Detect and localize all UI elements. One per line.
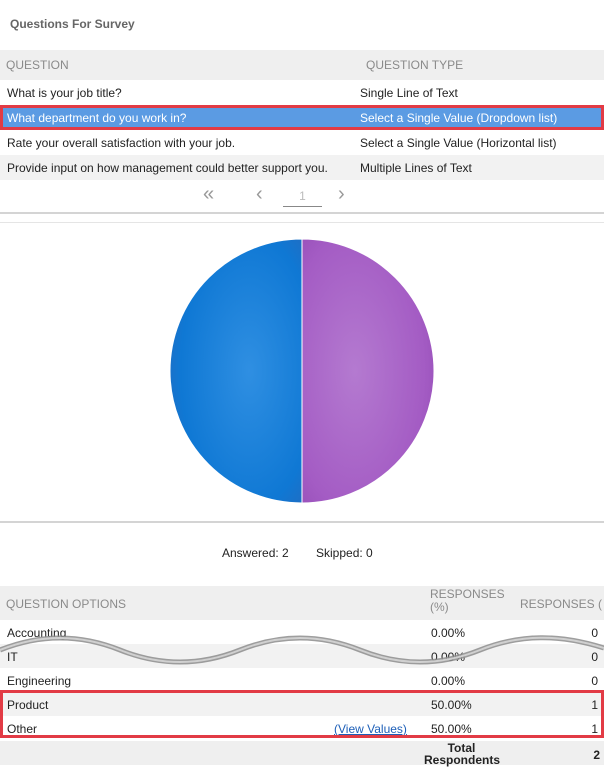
panel-header: Questions For Survey: [0, 0, 604, 50]
total-label: Total Respondents: [424, 741, 501, 767]
table-row[interactable]: What is your job title? Single Line of T…: [0, 80, 604, 105]
column-header-responses-percent-label: RESPONSES (%): [430, 587, 505, 614]
table-row-selected[interactable]: What department do you work in? Select a…: [0, 105, 604, 130]
total-row: Total Respondents 2: [0, 741, 604, 767]
column-header-question-type[interactable]: QUESTION TYPE: [366, 58, 464, 72]
page-number-input[interactable]: 1: [283, 189, 322, 207]
pie-slice-other[interactable]: [301, 238, 435, 504]
option-label: IT: [7, 650, 18, 664]
column-header-options[interactable]: QUESTION OPTIONS: [6, 597, 127, 611]
options-table: QUESTION OPTIONS RESPONSES (%) RESPONSES…: [0, 586, 604, 740]
question-text: What is your job title?: [7, 86, 122, 100]
torn-edge-decoration: [0, 635, 604, 665]
option-percent: 0.00%: [431, 626, 466, 640]
question-type: Single Line of Text: [360, 86, 458, 100]
option-label: Product: [7, 698, 49, 712]
column-header-question[interactable]: QUESTION: [6, 58, 69, 72]
pie-slice-product[interactable]: [169, 238, 303, 504]
pagination: « ‹ 1 ›: [0, 182, 604, 214]
pie-chart: [169, 238, 435, 504]
options-table-header: QUESTION OPTIONS RESPONSES (%) RESPONSES…: [0, 586, 604, 620]
answered-count: Answered: 2: [222, 546, 289, 560]
option-percent: 50.00%: [431, 722, 472, 736]
question-text: Rate your overall satisfaction with your…: [7, 136, 236, 150]
option-percent: 50.00%: [431, 698, 472, 712]
table-row: Engineering 0.00% 0: [0, 668, 604, 692]
table-row[interactable]: Rate your overall satisfaction with your…: [0, 130, 604, 155]
questions-table: QUESTION QUESTION TYPE What is your job …: [0, 50, 604, 180]
chart-panel: [0, 222, 604, 523]
table-row[interactable]: Provide input on how management could be…: [0, 155, 604, 180]
panel-title: Questions For Survey: [10, 17, 135, 31]
question-text: Provide input on how management could be…: [7, 161, 328, 175]
first-page-icon[interactable]: «: [203, 183, 215, 205]
questions-table-header: QUESTION QUESTION TYPE: [0, 50, 604, 80]
skipped-count: Skipped: 0: [316, 546, 373, 560]
column-header-responses-count[interactable]: RESPONSES (: [520, 597, 603, 611]
option-label: Engineering: [7, 674, 72, 688]
next-page-icon[interactable]: ›: [338, 183, 345, 205]
option-count: 0: [591, 650, 598, 664]
option-count: 0: [591, 626, 598, 640]
previous-page-icon[interactable]: ‹: [256, 183, 263, 205]
column-header-responses-percent[interactable]: RESPONSES (%): [430, 588, 510, 614]
option-label: Other: [7, 722, 38, 736]
option-count: 1: [591, 698, 598, 712]
option-percent: 0.00%: [431, 674, 466, 688]
question-type: Multiple Lines of Text: [360, 161, 472, 175]
question-text: What department do you work in?: [7, 111, 187, 125]
question-type: Select a Single Value (Dropdown list): [360, 111, 558, 125]
table-row: Product 50.00% 1: [0, 692, 604, 716]
question-type: Select a Single Value (Horizontal list): [360, 136, 557, 150]
table-row: Other (View Values) 50.00% 1: [0, 716, 604, 740]
total-value: 2: [593, 748, 600, 762]
option-count: 1: [591, 722, 598, 736]
option-count: 0: [591, 674, 598, 688]
highlight-box: [0, 690, 604, 738]
view-values-link[interactable]: (View Values): [334, 722, 407, 736]
